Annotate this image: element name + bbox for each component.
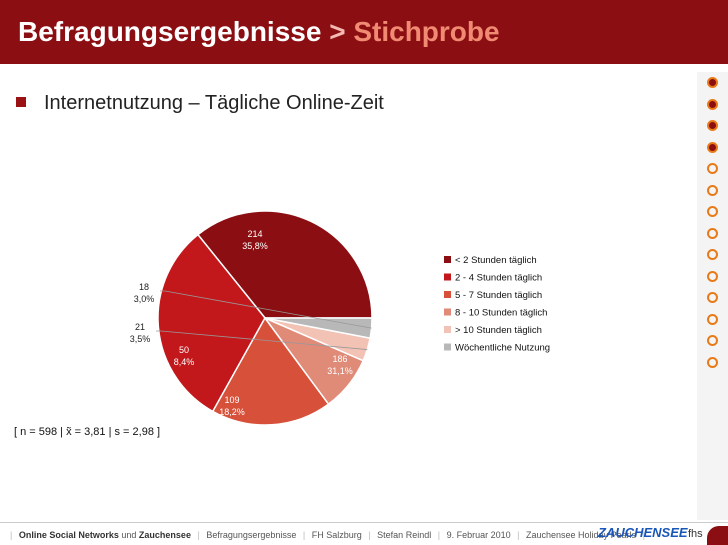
legend-label: 2 - 4 Stunden täglich [455,273,542,284]
footer-sep: | [197,530,200,540]
footer-sep: | [302,530,306,540]
legend-swatch [444,291,451,298]
slice-percent-label: 3,0% [134,294,155,304]
footer-divider [0,522,728,523]
pie-slice-1 [196,210,373,319]
nav-dot-12[interactable] [707,313,718,325]
footer-project-1: Online Social Networks [18,530,119,540]
footer-sep: | [10,530,13,540]
nav-dot-6[interactable] [707,184,718,196]
footer-item-client: Zauchensee Holiday Pearls [526,530,637,540]
nav-dot-5[interactable] [707,163,718,174]
footer-item-section: Befragungsergebnisse [206,530,297,540]
legend-label: < 2 Stunden täglich [455,255,537,266]
legend-label: Wöchentliche Nutzung [455,343,550,354]
slice-percent-label: 31,1% [327,366,353,376]
nav-dot-11[interactable] [707,292,718,303]
nav-dot-1[interactable] [707,77,718,88]
bullet-text: Internetnutzung – Tägliche Online-Zeit [44,92,384,114]
footer: | Online Social Networks und Zauchensee … [0,522,728,545]
slice-count-label: 214 [247,229,262,239]
footer-item-author: Stefan Reindl [377,530,432,540]
footer-sep: | [517,530,520,540]
footer-sep: | [368,530,371,540]
zauchensee-logo: ZAUCHENSEE [598,525,688,540]
leader-line [160,290,372,329]
legend-swatch [444,326,451,333]
nav-dot-3[interactable] [707,120,718,131]
nav-dot-8[interactable] [707,227,718,239]
legend-label: 5 - 7 Stunden täglich [455,290,542,301]
fhs-logo: fhs [688,528,703,540]
corner-decoration [707,526,728,545]
bullet-square-icon [16,97,26,107]
title-main: Befragungsergebnisse [18,16,322,47]
pie-slice-3 [211,316,330,426]
footer-item-institution: FH Salzburg [311,530,362,540]
footer-item-date: 9. Februar 2010 [446,530,511,540]
slice-count-label: 18 [139,282,149,292]
nav-dot-10[interactable] [707,270,718,282]
slice-percent-label: 8,4% [174,357,195,367]
footer-sep: | [437,530,441,540]
legend-label: 8 - 10 Stunden täglich [455,308,547,319]
nav-dot-9[interactable] [707,249,718,260]
footer-text: | Online Social Networks und Zauchensee … [6,530,649,540]
stats-summary: [ n = 598 | x̃ = 3,81 | s = 2,98 ] [14,426,161,438]
pie-slice-2 [157,233,266,413]
legend-swatch [444,273,451,281]
slice-count-label: 186 [332,354,347,364]
title-separator: > [329,16,346,47]
footer-sep: | [642,530,645,540]
slice-count-label: 109 [224,395,239,405]
slice-percent-label: 18,2% [219,407,245,417]
nav-dot-4[interactable] [707,141,718,153]
page-title: Befragungsergebnisse > Stichprobe [18,16,500,48]
pie-chart: 214 35,8% 186 31,1% 109 18,2% 50 8,4% 21 3,5% 18 3,… [130,210,550,426]
nav-dot-7[interactable] [707,206,718,217]
footer-project-2: Zauchensee [138,530,191,540]
nav-dot-2[interactable] [707,98,718,110]
legend-swatch [444,256,451,263]
legend-label: > 10 Stunden täglich [455,325,542,336]
nav-dot-14[interactable] [707,356,718,368]
legend-swatch [444,343,451,351]
slice-percent-label: 35,8% [242,241,268,251]
header-bar: Befragungsergebnisse > Stichprobe [0,0,728,64]
slice-percent-label: 3,5% [130,334,151,344]
footer-project-join: und [118,530,139,540]
title-sub: Stichprobe [353,16,500,47]
slice-count-label: 21 [135,322,145,332]
legend-swatch [444,308,451,316]
slice-count-label: 50 [179,345,189,355]
nav-dot-13[interactable] [707,335,718,346]
leader-line [156,330,368,350]
